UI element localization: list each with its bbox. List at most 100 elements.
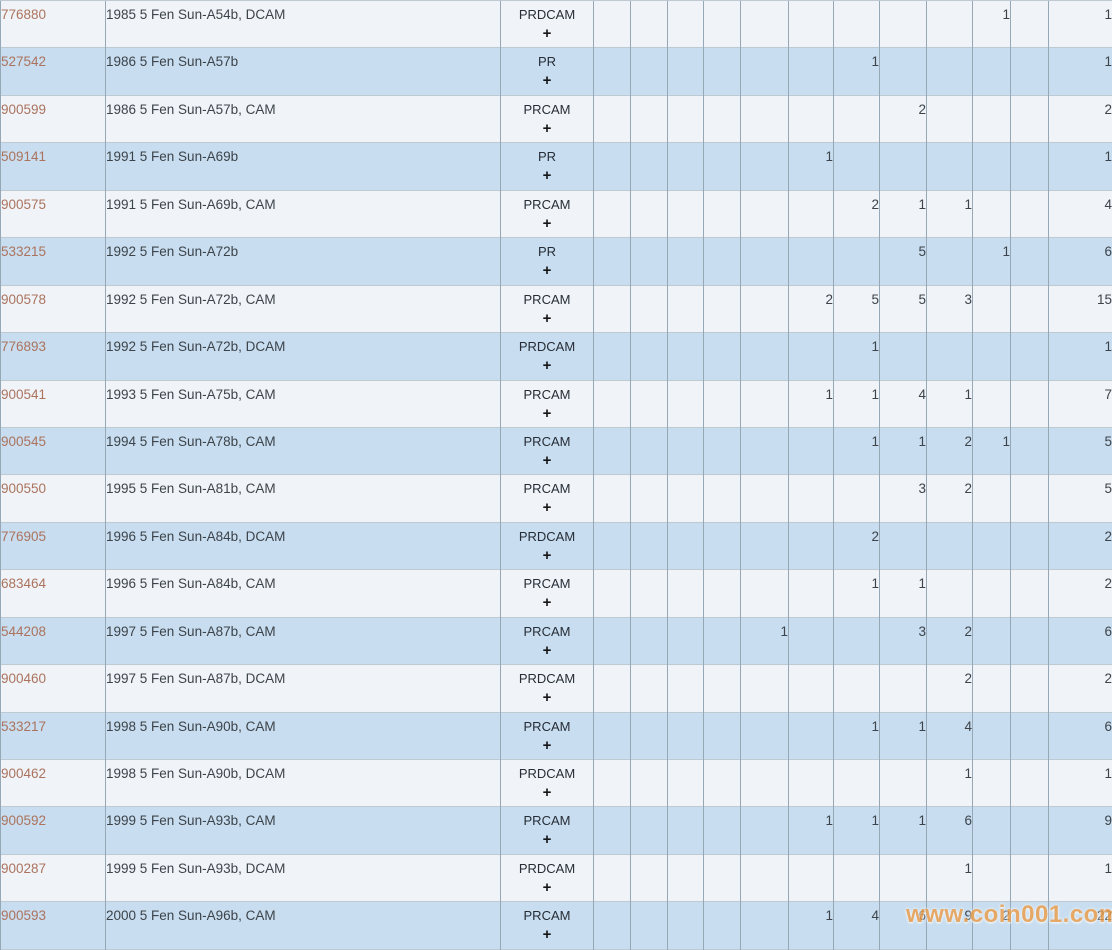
coin-id-link[interactable]: 544208 [1,624,46,639]
coin-id-link[interactable]: 900599 [1,102,46,117]
grade-count-cell: 2 [927,475,973,522]
coin-id-link[interactable]: 900462 [1,766,46,781]
coin-id-link[interactable]: 900593 [1,908,46,923]
expand-button[interactable]: + [501,27,593,41]
grade-count-cell [927,48,973,95]
expand-button[interactable]: + [501,644,593,658]
designation-label: PRCAM [501,908,593,923]
total-count-cell: 6 [1049,617,1112,664]
designation-cell: PRCAM+ [501,427,594,474]
grade-count-cell: 1 [880,427,927,474]
coin-id-link[interactable]: 900541 [1,387,46,402]
grade-count-cell: 1 [927,380,973,427]
grade-count-cell [1011,1,1049,48]
coin-id-link[interactable]: 776893 [1,339,46,354]
grade-count-cell [668,143,704,190]
grade-count-cell [741,902,789,949]
grade-count-cell [927,143,973,190]
designation-label: PRCAM [501,387,593,402]
grade-count-cell: 1 [834,570,880,617]
expand-button[interactable]: + [501,833,593,847]
expand-button[interactable]: + [501,881,593,895]
grade-count-cell [834,617,880,664]
total-count-cell: 1 [1049,48,1112,95]
designation-cell: PRCAM + [501,902,594,949]
grade-count-cell [1011,522,1049,569]
grade-count-cell [594,902,631,949]
grade-count-cell [668,48,704,95]
grade-count-cell [1011,238,1049,285]
designation-cell: PRCAM+ [501,570,594,617]
coin-id-link[interactable]: 776880 [1,7,46,22]
expand-button[interactable]: + [501,501,593,515]
grade-count-cell [741,665,789,712]
coin-id-link[interactable]: 900287 [1,861,46,876]
grade-count-cell [631,617,668,664]
coin-id-cell: 900545 [1,427,106,474]
grade-count-cell [880,1,927,48]
grade-count-cell [704,665,741,712]
coin-id-cell: 544208 [1,617,106,664]
coin-description: 1991 5 Fen Sun-A69b [106,143,501,190]
coin-id-link[interactable]: 900592 [1,813,46,828]
grade-count-cell [741,1,789,48]
grade-count-cell [834,238,880,285]
grade-count-cell [789,238,834,285]
coin-id-link[interactable]: 900460 [1,671,46,686]
coin-id-link[interactable]: 509141 [1,149,46,164]
coin-id-link[interactable]: 533215 [1,244,46,259]
coin-id-link[interactable]: 900550 [1,481,46,496]
grade-count-cell: 5 [880,238,927,285]
grade-count-cell [927,238,973,285]
coin-id-link[interactable]: 683464 [1,576,46,591]
expand-button[interactable]: + [501,407,593,421]
coin-id-link[interactable]: 527542 [1,54,46,69]
expand-button[interactable]: + [501,786,593,800]
total-count-cell: 1 [1049,760,1112,807]
expand-button[interactable]: + [501,169,593,183]
grade-count-cell [631,475,668,522]
expand-button[interactable]: + [501,596,593,610]
grade-count-cell [1011,285,1049,332]
coin-id-link[interactable]: 776905 [1,529,46,544]
grade-count-cell [631,143,668,190]
grade-count-cell [834,475,880,522]
expand-button[interactable]: + [501,264,593,278]
expand-button[interactable]: + [501,928,593,942]
grade-count-cell [789,712,834,759]
designation-cell: PRCAM+ [501,617,594,664]
grade-count-cell: 2 [973,902,1011,949]
expand-button[interactable]: + [501,739,593,753]
total-count-cell: 9 [1049,807,1112,854]
expand-button[interactable]: + [501,454,593,468]
expand-button[interactable]: + [501,217,593,231]
expand-button[interactable]: + [501,312,593,326]
total-count-cell: 5 [1049,427,1112,474]
expand-button[interactable]: + [501,359,593,373]
grade-count-cell [789,190,834,237]
designation-label: PRDCAM [501,339,593,354]
expand-button[interactable]: + [501,74,593,88]
expand-button[interactable]: + [501,549,593,563]
total-count-cell: 5 [1049,475,1112,522]
grade-count-cell [594,665,631,712]
coin-id-cell: 683464 [1,570,106,617]
coin-id-link[interactable]: 900578 [1,292,46,307]
expand-button[interactable]: + [501,122,593,136]
expand-button[interactable]: + [501,691,593,705]
grade-count-cell: 2 [927,617,973,664]
coin-id-link[interactable]: 900545 [1,434,46,449]
coin-description: 1992 5 Fen Sun-A72b [106,238,501,285]
grade-count-cell [789,48,834,95]
coin-id-link[interactable]: 533217 [1,719,46,734]
grade-count-cell: 5 [834,285,880,332]
grade-count-cell [789,1,834,48]
coin-id-cell: 900287 [1,854,106,901]
grade-count-cell [704,475,741,522]
designation-cell: PRCAM + [501,380,594,427]
grade-count-cell: 4 [880,380,927,427]
total-count-cell: 15 [1049,285,1112,332]
coin-id-link[interactable]: 900575 [1,197,46,212]
